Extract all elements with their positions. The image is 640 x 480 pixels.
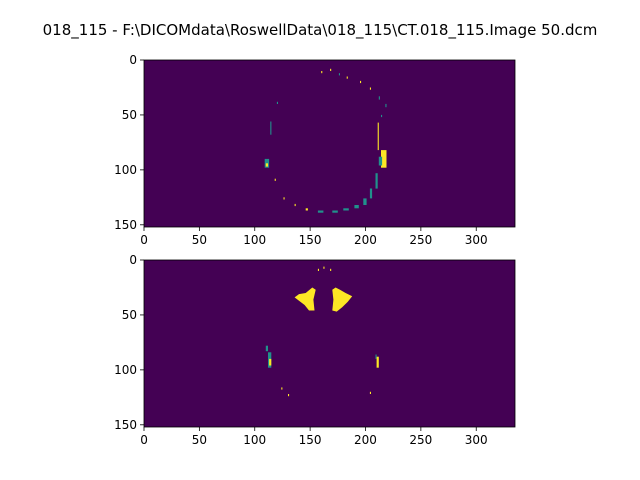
pixel-mark-8 [375, 354, 377, 359]
pixel-mark-27 [276, 101, 278, 104]
pixel-mark-9 [381, 114, 383, 118]
x-tick-label-200: 200 [354, 233, 377, 247]
pixel-mark-13 [375, 173, 378, 189]
pixel-mark-26 [270, 121, 272, 135]
x-tick-label-150: 150 [299, 233, 322, 247]
pixel-mark-9 [281, 387, 283, 390]
y-tick-label-50: 50 [122, 108, 137, 122]
x-tick-label-150: 150 [299, 433, 322, 447]
pixel-mark-4 [346, 76, 348, 79]
x-tick-label-200: 200 [354, 433, 377, 447]
pixel-mark-17 [343, 208, 349, 211]
y-tick-label-0: 0 [129, 53, 137, 67]
image-panel-bottom: 0 50 100 150 200 250 300 0 50 100 150 [114, 253, 516, 447]
image-background [144, 60, 515, 227]
y-tick-label-150: 150 [114, 218, 137, 232]
pixel-mark-3 [338, 73, 340, 76]
bright-region-2 [332, 287, 353, 312]
y-tick-label-50: 50 [122, 308, 137, 322]
x-tick-label-300: 300 [465, 433, 488, 447]
pixel-mark-5 [360, 80, 362, 84]
pixel-mark-16 [354, 205, 359, 209]
pixel-mark-15 [363, 198, 367, 205]
x-tick-label-100: 100 [243, 233, 266, 247]
pixel-mark-4 [265, 345, 268, 352]
pixel-mark-23 [274, 178, 276, 181]
pixel-mark-21 [294, 203, 296, 207]
pixel-mark-25 [265, 163, 268, 167]
pixel-mark-19 [317, 210, 324, 213]
pixel-mark-8 [385, 103, 387, 108]
axes-frame [143, 59, 516, 228]
pixel-mark-20 [305, 208, 308, 211]
y-tick-label-100: 100 [114, 163, 137, 177]
image-background [144, 260, 515, 427]
pixel-mark-11 [381, 150, 387, 168]
pixel-mark-10 [377, 122, 379, 151]
image-panel-top: 0 50 100 150 200 250 300 0 50 100 150 [114, 53, 516, 247]
pixel-mark-18 [332, 210, 338, 213]
pixel-mark-6 [369, 87, 371, 90]
pixel-mark-2 [330, 68, 332, 71]
pixel-mark-3 [330, 268, 332, 271]
pixel-mark-7 [378, 96, 380, 100]
pixel-mark-14 [369, 188, 373, 199]
pixel-mark-2 [323, 266, 325, 269]
x-tick-label-250: 250 [409, 433, 432, 447]
pixel-mark-1 [317, 268, 319, 271]
x-tick-label-0: 0 [140, 233, 148, 247]
x-tick-label-50: 50 [192, 433, 207, 447]
figure-title: 018_115 - F:\DICOMdata\RoswellData\018_1… [42, 21, 598, 39]
bright-region-1 [294, 287, 316, 311]
pixel-mark-11 [369, 391, 371, 394]
y-tick-label-100: 100 [114, 363, 137, 377]
pixel-mark-1 [321, 71, 323, 74]
axes-frame [143, 259, 516, 428]
x-tick-label-250: 250 [409, 233, 432, 247]
pixel-mark-10 [288, 394, 290, 397]
x-tick-label-100: 100 [243, 433, 266, 447]
pixel-mark-22 [283, 197, 285, 200]
y-tick-label-150: 150 [114, 418, 137, 432]
pixel-mark-7 [376, 356, 379, 368]
x-tick-label-50: 50 [192, 233, 207, 247]
y-tick-label-0: 0 [129, 253, 137, 267]
x-tick-label-300: 300 [465, 233, 488, 247]
x-tick-label-0: 0 [140, 433, 148, 447]
pixel-mark-12 [378, 156, 383, 166]
pixel-mark-6 [269, 358, 272, 366]
